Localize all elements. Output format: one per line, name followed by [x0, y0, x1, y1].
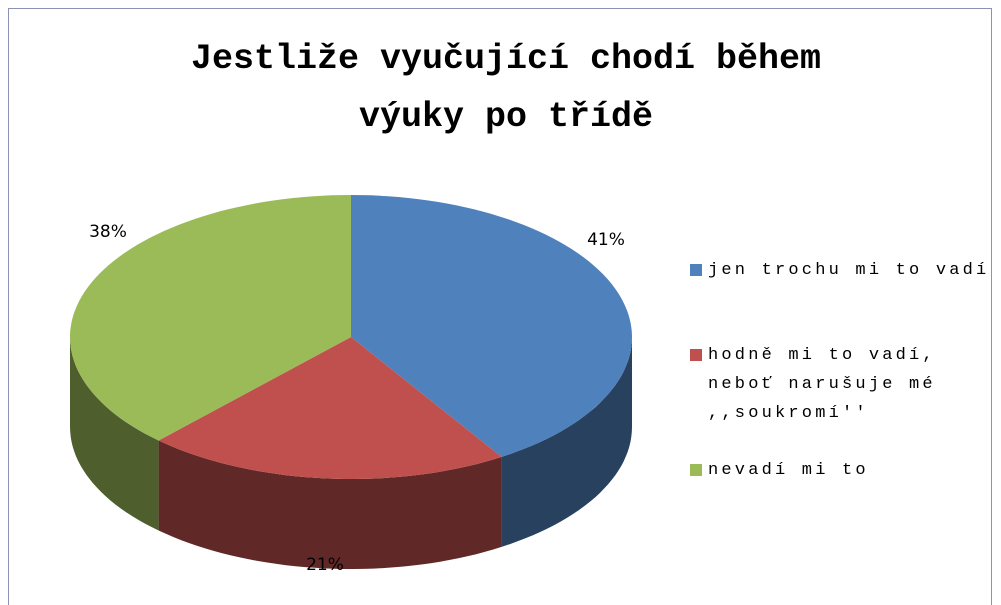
- chart-title: Jestliže vyučující chodí během výuky po …: [190, 39, 822, 137]
- slice-side: [70, 337, 159, 531]
- legend-label: nevadí mi to: [708, 461, 869, 480]
- legend-swatch: [690, 349, 702, 361]
- legend-item: nevadí mi to: [690, 456, 978, 485]
- slice-side: [158, 440, 502, 569]
- slice: [158, 337, 502, 479]
- legend-item: hodně mi to vadí, neboť narušuje mé ,,so…: [690, 341, 978, 428]
- chart-border: [8, 8, 992, 605]
- slice: [351, 195, 632, 457]
- data-label: 38%: [89, 222, 127, 242]
- legend-label: jen trochu mi to vadí: [708, 261, 990, 280]
- data-label: 41%: [587, 230, 625, 250]
- legend-item: jen trochu mi to vadí: [690, 256, 990, 285]
- legend-swatch: [690, 464, 702, 476]
- data-label: 21%: [306, 555, 344, 575]
- legend-label: hodně mi to vadí, neboť narušuje mé ,,so…: [708, 346, 936, 423]
- slice-side: [501, 337, 632, 547]
- slice: [70, 195, 351, 441]
- legend-swatch: [690, 264, 702, 276]
